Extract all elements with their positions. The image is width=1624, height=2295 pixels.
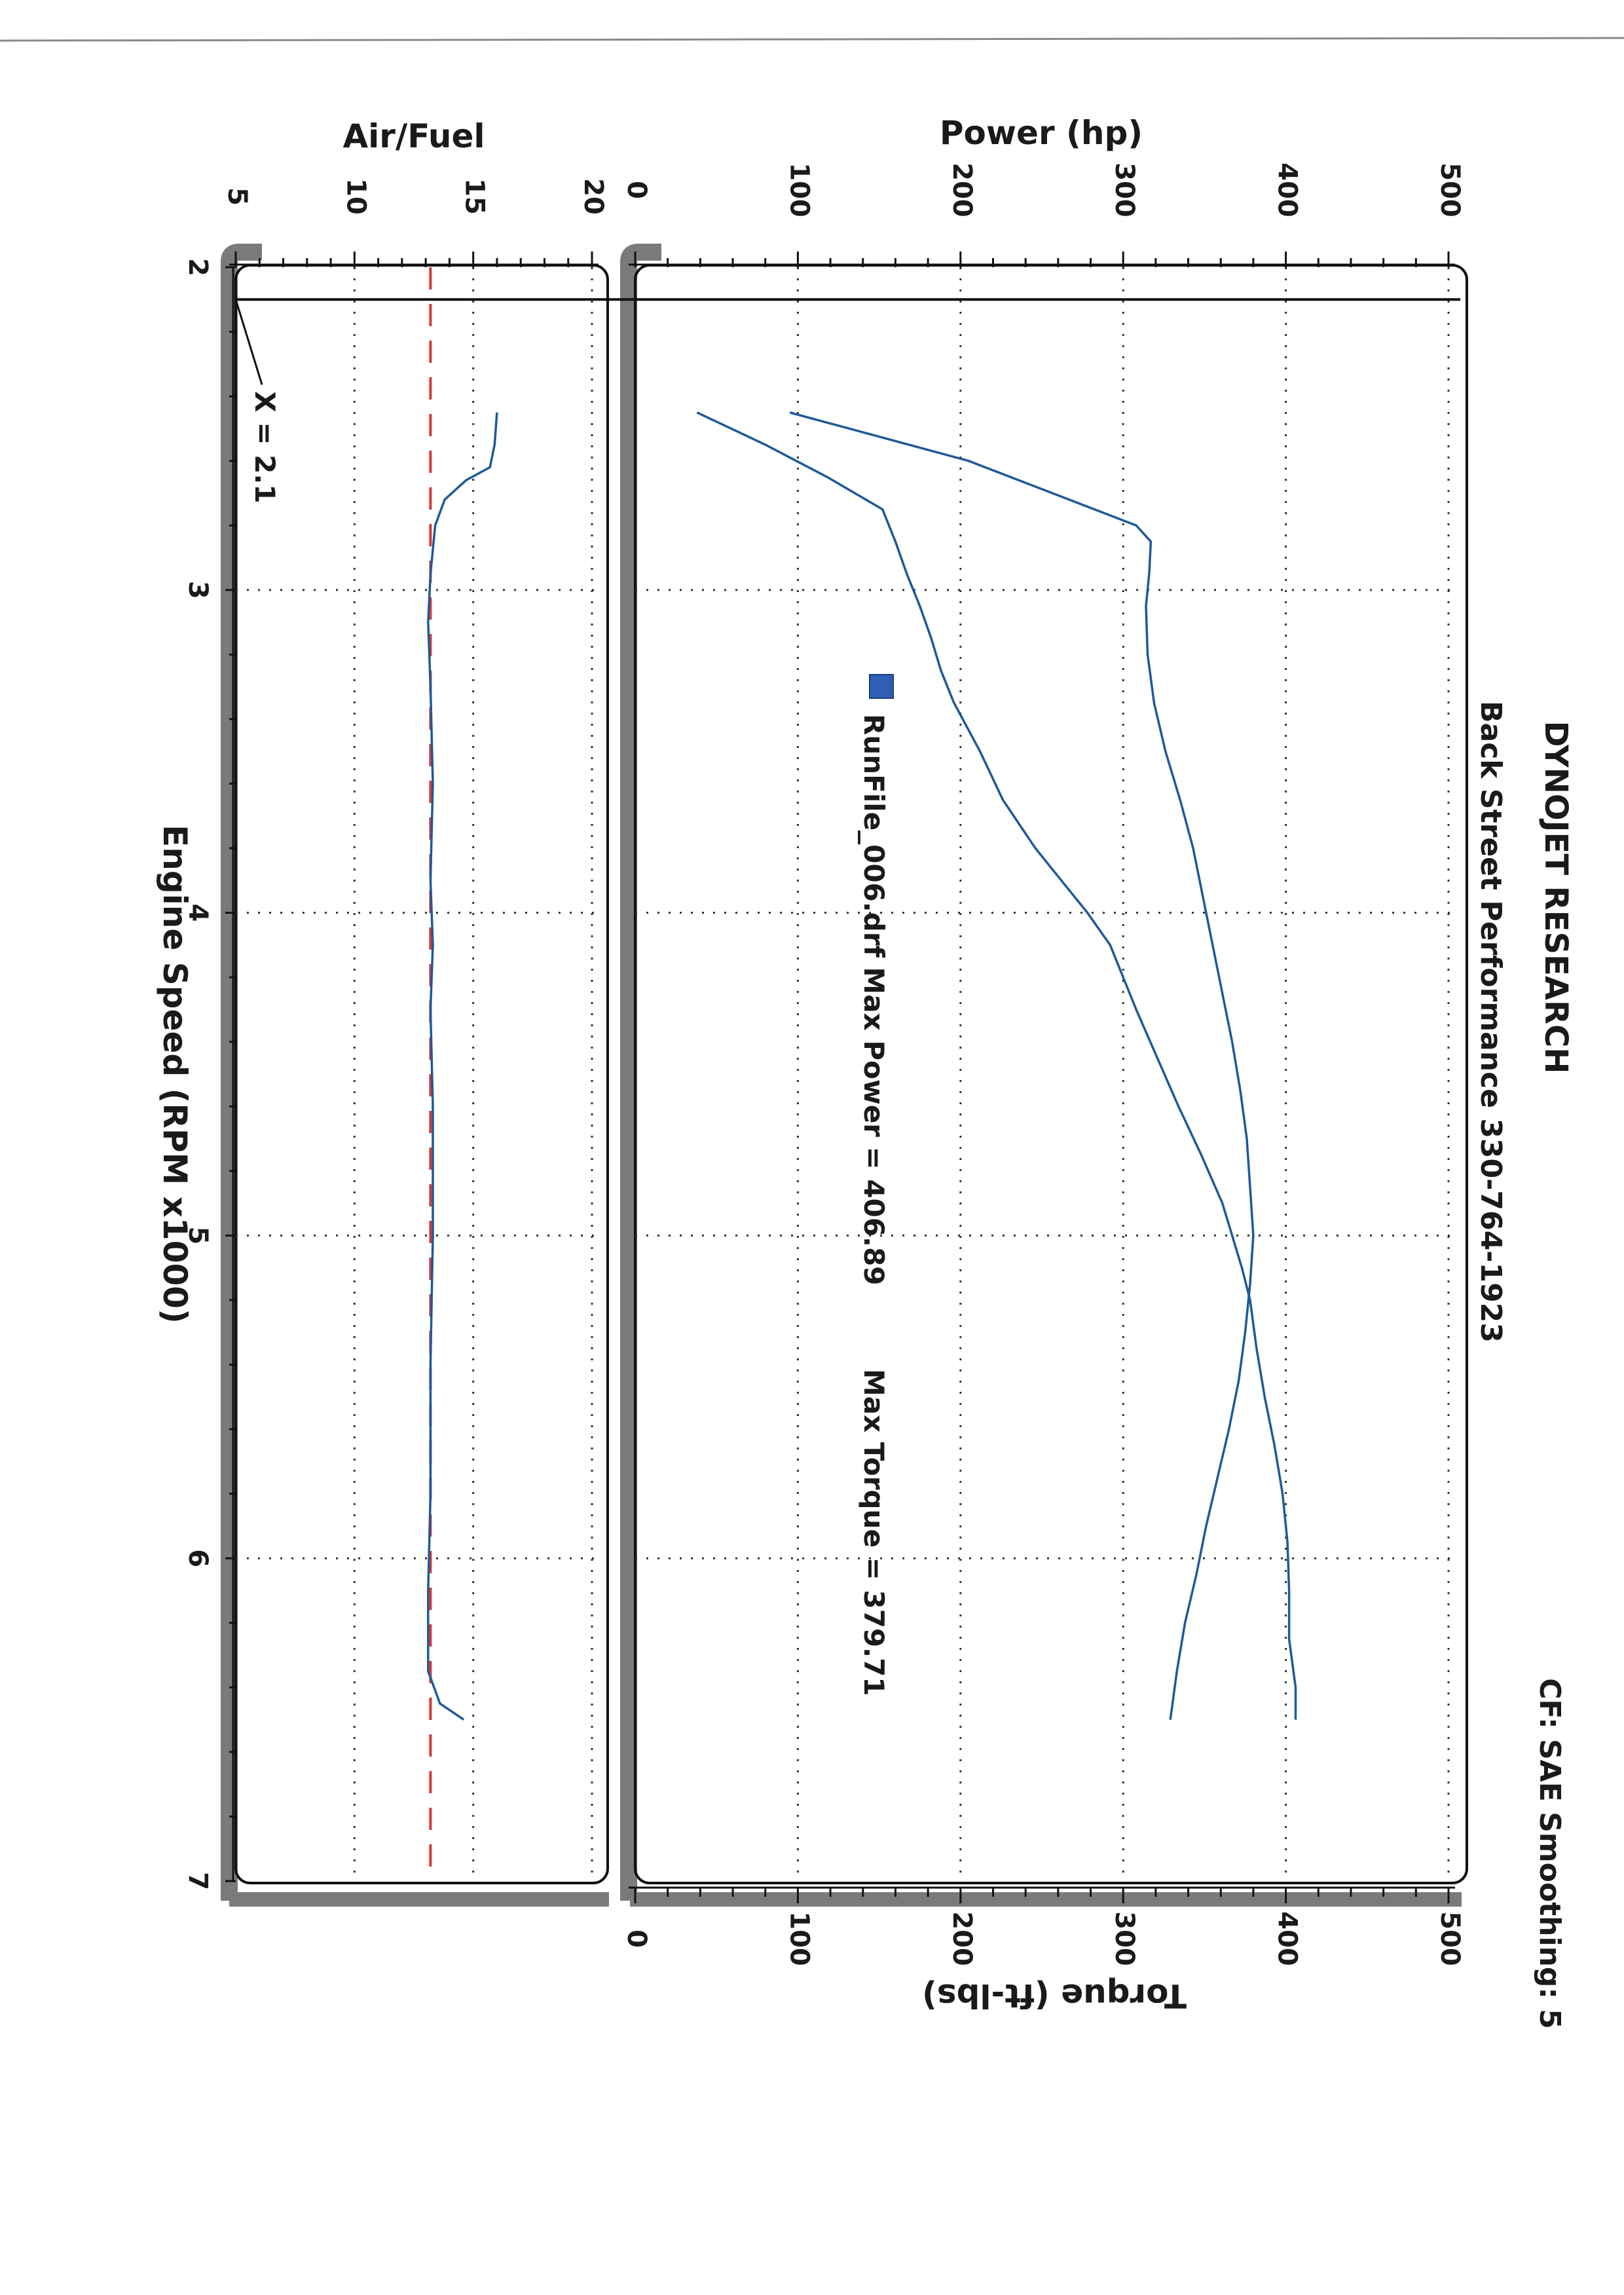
afr-tick-label: 15 (460, 178, 490, 215)
torque-axis-title: Torque (ft-lbs) (922, 1977, 1187, 2015)
tick-labels: 2 3 4 5 6 7 0 100 200 300 400 500 0 100 200 300 400 500 5 1… (183, 162, 1465, 1966)
power-tick-label: 0 (621, 181, 652, 199)
power-tick-label: 300 (1109, 162, 1139, 217)
afr-panel-frame (234, 264, 609, 1884)
torque-tick-label: 200 (947, 1911, 977, 1966)
power-tick-label: 100 (784, 162, 814, 217)
afr-panel-shadow (221, 244, 262, 1901)
afr-tick-label: 10 (341, 178, 371, 215)
torque-tick-label: 400 (1272, 1911, 1302, 1966)
power-tick-label: 200 (947, 162, 977, 217)
power-curve (696, 411, 1297, 1720)
torque-tick-label: 300 (1109, 1911, 1139, 1966)
power-panel-shadow (620, 244, 661, 1901)
x-axis-title: Engine Speed (RPM x1000) (156, 825, 194, 1324)
x-tick-label: 6 (183, 1549, 213, 1567)
chart-title: DYNOJET RESEARCH (1538, 721, 1574, 1074)
afr-tick-label: 5 (222, 187, 252, 206)
afr-tick-label: 20 (578, 178, 608, 215)
x-tick-label: 2 (183, 258, 213, 276)
chart-frames (221, 244, 1468, 1907)
x-tick-label: 4 (183, 904, 213, 922)
torque-tick-label: 500 (1435, 1911, 1465, 1966)
torque-tick-label: 0 (621, 1930, 652, 1948)
grid-lines (236, 267, 1455, 1881)
torque-tick-label: 100 (784, 1911, 814, 1966)
shop-info: Back Street Performance 330-764-1923 (1474, 701, 1507, 1343)
scan-edge-line (0, 37, 1624, 42)
legend-max-torque: Max Torque = 379.71 (858, 1369, 890, 1696)
legend-swatch (869, 674, 894, 699)
power-axis-title: Power (hp) (940, 114, 1143, 152)
cursor-leader (234, 299, 263, 385)
torque-curve (789, 411, 1255, 1720)
x-tick-label: 3 (183, 581, 213, 599)
settings-info: CF: SAE Smoothing: 5 (1533, 1678, 1566, 2029)
axis-ticks (225, 252, 1455, 1903)
afr-curve (427, 412, 498, 1721)
power-tick-label: 400 (1272, 162, 1302, 217)
legend-run-label: RunFile_006.drf Max Power = 406.89 (858, 714, 890, 1285)
afr-axis-title: Air/Fuel (342, 117, 485, 155)
cursor-label: X = 2.1 (249, 391, 281, 503)
power-panel-frame (634, 264, 1468, 1884)
power-tick-label: 500 (1435, 162, 1465, 217)
x-tick-label: 5 (183, 1226, 213, 1244)
x-tick-label: 7 (183, 1872, 213, 1890)
